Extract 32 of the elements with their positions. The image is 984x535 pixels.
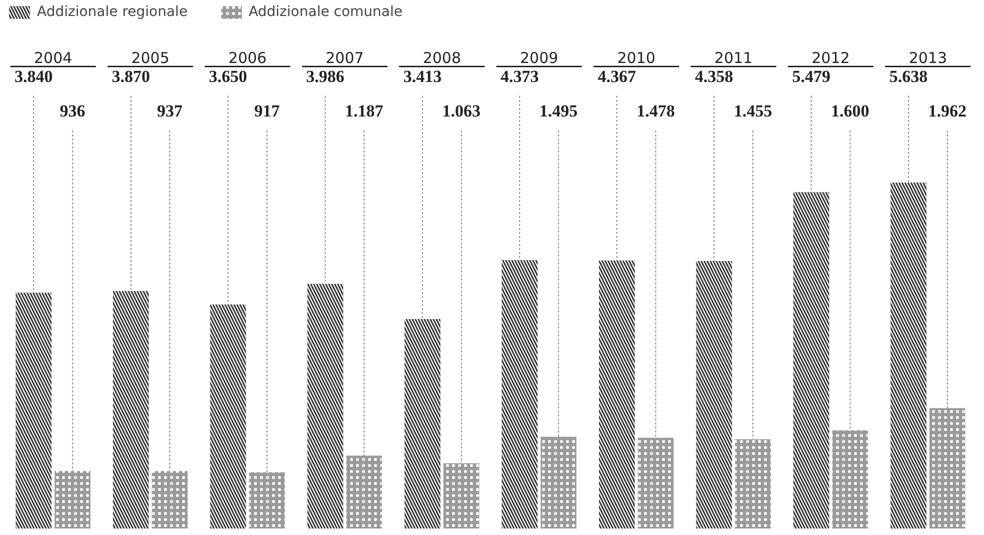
data-label: 4.373 bbox=[500, 66, 539, 86]
data-label: 3.986 bbox=[306, 66, 344, 86]
data-label: 5.638 bbox=[889, 66, 928, 86]
x-tick-label: 2011 bbox=[714, 49, 753, 68]
x-tick-label: 2006 bbox=[228, 49, 267, 68]
data-label: 1.063 bbox=[442, 102, 480, 121]
data-label: 917 bbox=[254, 102, 280, 121]
data-label: 4.358 bbox=[694, 66, 734, 86]
data-label: 1.962 bbox=[928, 102, 966, 121]
data-label: 936 bbox=[60, 102, 86, 121]
data-label: 3.650 bbox=[208, 66, 248, 86]
data-label: 1.455 bbox=[734, 102, 772, 121]
data-label: 1.187 bbox=[345, 102, 384, 121]
x-tick-label: 2008 bbox=[422, 49, 461, 68]
legend-label: Addizionale comunale bbox=[248, 4, 402, 20]
data-label: 1.495 bbox=[539, 102, 578, 121]
data-label: 937 bbox=[156, 102, 183, 121]
x-tick-label: 2012 bbox=[812, 49, 850, 68]
data-label: 3.413 bbox=[403, 66, 442, 86]
legend-label: Addizionale regionale bbox=[37, 4, 188, 20]
data-label: 5.479 bbox=[792, 66, 830, 86]
x-tick-label: 2004 bbox=[34, 49, 72, 68]
data-label: 1.478 bbox=[636, 102, 675, 121]
x-tick-label: 2007 bbox=[326, 49, 364, 68]
data-label: 3.870 bbox=[112, 66, 150, 86]
x-tick-label: 2005 bbox=[131, 49, 170, 68]
x-tick-label: 2009 bbox=[520, 49, 558, 68]
data-label: 1.600 bbox=[831, 102, 870, 121]
x-tick-label: 2013 bbox=[908, 49, 947, 68]
data-label: 3.840 bbox=[14, 66, 53, 86]
data-label: 4.367 bbox=[598, 66, 636, 86]
x-tick-label: 2010 bbox=[617, 49, 656, 68]
